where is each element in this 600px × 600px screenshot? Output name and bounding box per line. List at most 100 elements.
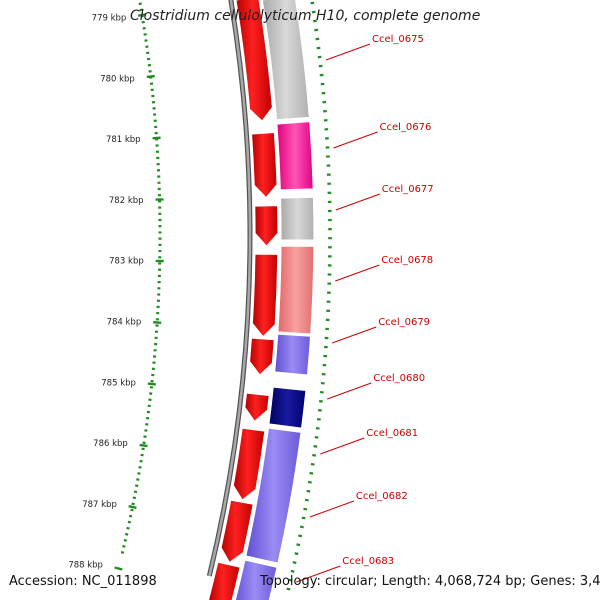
gene-label: Ccel_0675	[372, 34, 424, 45]
gc-tick	[313, 445, 318, 448]
ruler-minor-tick	[122, 544, 126, 548]
cds-arrow	[235, 0, 274, 123]
gc-tick	[307, 480, 312, 484]
ruler-major-tick	[147, 382, 156, 386]
ruler-major-tick	[146, 74, 155, 79]
gc-tick	[298, 534, 303, 538]
cds-arrow	[251, 253, 279, 338]
gc-tick	[310, 1, 315, 5]
ruler-minor-tick	[137, 472, 141, 475]
cog-feature-block	[261, 0, 311, 121]
ruler-minor-tick	[128, 514, 133, 518]
cog-feature-block	[279, 196, 315, 241]
gene-label: Ccel_0677	[382, 184, 434, 195]
cog-feature-block	[245, 427, 302, 564]
ruler-major-tick	[114, 566, 123, 571]
cog-feature-block	[276, 120, 314, 191]
ruler-major-tick	[137, 13, 147, 17]
ruler-tick-label: 780 kbp	[100, 74, 135, 84]
genes-count-text: Genes: 3,477	[530, 574, 600, 589]
gene-label: Ccel_0681	[366, 428, 418, 439]
gc-tick	[286, 587, 291, 591]
gene-leader-line	[335, 264, 380, 282]
cds-arrow	[232, 427, 266, 501]
ruler-minor-tick	[133, 490, 138, 494]
ruler-tick-label: 788 kbp	[68, 561, 103, 571]
gc-tick	[313, 19, 317, 23]
gene-leader-line	[320, 437, 365, 455]
ruler-tick-label: 785 kbp	[101, 378, 136, 388]
cds-arrow	[244, 392, 270, 423]
gc-tick	[299, 525, 304, 529]
ruler-tick-label: 784 kbp	[107, 317, 142, 327]
cds-arrow	[254, 204, 279, 247]
topology-text: Topology: circular;	[260, 574, 378, 589]
gc-tick	[311, 10, 316, 14]
ruler-minor-tick	[136, 478, 140, 481]
ruler-minor-tick	[120, 551, 125, 554]
ruler-minor-tick	[139, 459, 143, 463]
gene-label: Ccel_0679	[378, 317, 430, 328]
ruler-minor-tick	[139, 8, 143, 12]
ruler-tick-label: 786 kbp	[93, 439, 128, 449]
cog-feature-block	[234, 559, 278, 600]
gene-leader-line	[296, 565, 341, 583]
ruler-minor-tick	[138, 465, 142, 469]
length-text: Length: 4,068,724 bp;	[381, 574, 527, 589]
cds-arrow	[248, 337, 275, 376]
gc-tick	[296, 543, 301, 547]
gc-tick	[306, 489, 311, 493]
gc-tick	[301, 516, 306, 520]
gene-leader-line	[309, 500, 355, 518]
gene-leader-line	[325, 43, 371, 61]
cds-arrow	[220, 499, 254, 564]
gc-tick	[288, 578, 293, 582]
gene-label: Ccel_0678	[381, 255, 433, 266]
gc-tick	[292, 561, 297, 564]
gene-label: Ccel_0682	[356, 491, 408, 502]
cds-arrow	[207, 561, 241, 600]
gene-leader-line	[327, 382, 372, 400]
ruler-major-tick	[152, 136, 161, 140]
ruler-minor-tick	[131, 502, 135, 506]
gene-features	[207, 0, 332, 600]
ruler-minor-tick	[127, 520, 132, 524]
cds-arrow	[250, 131, 278, 199]
cog-feature-block	[273, 333, 312, 376]
ruler-tick-label: 779 kbp	[92, 14, 127, 24]
gene-label: Ccel_0676	[380, 122, 432, 133]
gene-leader-line	[333, 131, 378, 149]
genome-backbone	[206, 0, 253, 577]
gene-leader-line	[335, 193, 380, 211]
gc-tick	[294, 552, 299, 556]
ruler-tick-label: 787 kbp	[82, 500, 117, 510]
cog-feature-block	[268, 386, 307, 429]
accession-text: Accession: NC_011898	[9, 574, 157, 589]
kbp-ruler: 779 kbp 780 kbp 781 kbp 782 kbp 783 kbp 784 k…	[68, 2, 164, 571]
ruler-tick-label: 781 kbp	[106, 135, 141, 145]
backbone-highlight	[208, 0, 252, 577]
gene-label: Ccel_0680	[373, 373, 425, 384]
gc-tick	[310, 462, 315, 466]
ruler-minor-tick	[123, 538, 127, 542]
ruler-major-tick	[153, 321, 162, 324]
ruler-minor-tick	[126, 526, 130, 530]
cog-feature-block	[277, 245, 315, 335]
ruler-major-tick	[139, 443, 148, 448]
gene-labels: Ccel_0675 Ccel_0676 Ccel_0677 Ccel_0678 Ccel…	[296, 34, 434, 583]
ruler-major-tick	[128, 505, 137, 509]
gc-tick	[312, 453, 316, 457]
gc-tick	[290, 569, 295, 573]
genome-summary: Topology: circular; Length: 4,068,724 bp…	[260, 574, 600, 589]
ruler-minor-tick	[138, 2, 142, 6]
gc-tick	[303, 507, 308, 511]
ruler-minor-tick	[124, 532, 129, 536]
gc-tick	[309, 471, 314, 475]
ruler-minor-tick	[130, 508, 134, 512]
ruler-minor-tick	[132, 496, 137, 500]
gc-tick	[304, 498, 309, 502]
ruler-minor-tick	[135, 484, 139, 487]
gene-label: Ccel_0683	[342, 556, 394, 567]
ruler-tick-label: 783 kbp	[109, 257, 144, 267]
